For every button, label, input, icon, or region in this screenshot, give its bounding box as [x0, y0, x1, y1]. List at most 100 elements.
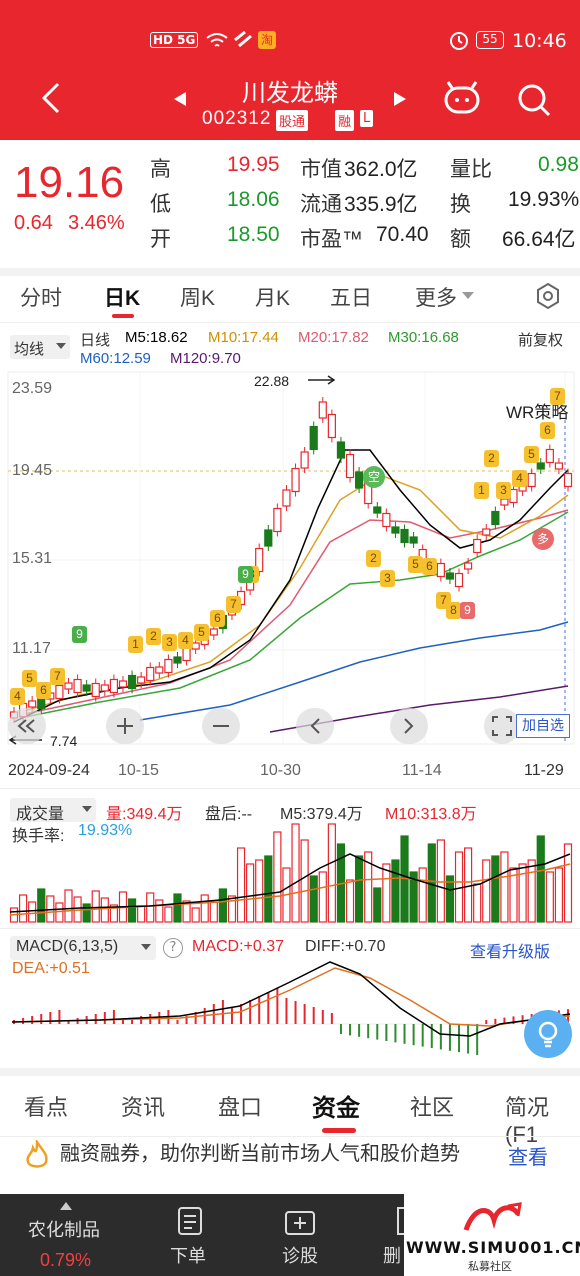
volume-bar [100, 897, 109, 923]
signal-count-chip: 4 [10, 688, 25, 705]
order-button[interactable]: 下单 [170, 1246, 206, 1266]
tips-button[interactable] [524, 1010, 572, 1058]
divider [0, 928, 580, 929]
signal-count-chip: 5 [408, 556, 423, 573]
volume-bar [482, 859, 491, 923]
tab-daily-k[interactable]: 日K [104, 287, 141, 310]
bot-assistant-icon[interactable] [442, 80, 482, 116]
diagnose-button[interactable]: 诊股 [282, 1246, 318, 1266]
tab-weekly-k[interactable]: 周K [180, 287, 216, 310]
mktcap-value: 362.0亿 [344, 158, 418, 181]
chevron-down-icon [56, 343, 66, 349]
candle [82, 680, 91, 696]
after-hours-value: 盘后:-- [205, 806, 253, 823]
signal-count-chip: 1 [128, 636, 143, 653]
pe-value: 70.40 [376, 223, 429, 246]
fullscreen-button[interactable] [484, 708, 520, 744]
volume-bar [182, 900, 191, 923]
tab-monthly-k[interactable]: 月K [255, 287, 291, 310]
tab-highlights[interactable]: 看点 [24, 1095, 69, 1120]
high-arrow-icon [308, 375, 336, 385]
search-icon[interactable] [516, 82, 554, 120]
volume-bar [155, 899, 164, 923]
candle [300, 447, 309, 473]
prev-stock-icon[interactable] [172, 90, 188, 108]
turnover-value: 19.93% [508, 188, 580, 211]
volume-bar [382, 863, 391, 923]
kline-chart[interactable]: 22.88 7.74 [0, 370, 580, 750]
signal-count-chip: 9 [238, 566, 253, 583]
add-watchlist-button[interactable]: 加自选 [516, 714, 570, 738]
zoom-out-all-button[interactable] [8, 708, 46, 744]
ma-selector-label: 均线 [14, 341, 45, 358]
volume-selector[interactable]: 成交量 [10, 798, 96, 823]
dea-value: DEA:+0.51 [12, 960, 90, 977]
candle [146, 662, 155, 686]
tab-community[interactable]: 社区 [410, 1095, 455, 1120]
low-label: 低 [150, 193, 171, 216]
volume-value: 量:349.4万 [106, 806, 183, 823]
open-label: 开 [150, 228, 171, 251]
volume-chart [9, 823, 573, 923]
volume-bar [28, 901, 37, 923]
wr-strategy-label[interactable]: WR策略 [506, 403, 569, 422]
plus-icon [117, 718, 133, 734]
tab-more[interactable]: 更多 [415, 287, 457, 310]
price-tick-3: 15.31 [12, 550, 53, 567]
chevron-up-icon[interactable] [58, 1200, 74, 1212]
macd-selector[interactable]: MACD(6,13,5) [10, 936, 156, 960]
ma-selector[interactable]: 均线 [10, 335, 70, 359]
stock-code: 002312 [202, 108, 272, 129]
volume-selector-label: 成交量 [16, 806, 65, 823]
ma30-value: M30:16.68 [388, 329, 459, 346]
volume-bar [473, 883, 482, 923]
zoom-out-button[interactable] [202, 708, 240, 744]
macd-upgrade-link[interactable]: 查看升级版 [470, 944, 551, 961]
candle [345, 449, 355, 483]
volume-bar [309, 875, 318, 923]
candle [554, 458, 564, 474]
watermark-subtitle: 私募社区 [468, 1260, 512, 1273]
settings-icon[interactable] [534, 282, 562, 310]
volume-bar [554, 867, 564, 923]
scroll-right-button[interactable] [390, 708, 428, 744]
tab-orderbook[interactable]: 盘口 [218, 1095, 263, 1120]
margin-badge: 融 [335, 110, 355, 131]
tab-capital[interactable]: 资金 [312, 1095, 360, 1122]
chevron-down-icon [82, 806, 92, 812]
tab-intraday[interactable]: 分时 [20, 287, 62, 310]
candle [118, 676, 128, 692]
ma5-value: M5:18.62 [125, 329, 188, 346]
scroll-left-button[interactable] [296, 708, 334, 744]
volume-bar [563, 843, 573, 923]
volume-bar [91, 890, 100, 923]
watermark: WWW.SIMU001.CN 私募社区 [404, 1194, 580, 1276]
tab-news[interactable]: 资讯 [121, 1095, 166, 1120]
tab-profile[interactable]: 简况(F1 [505, 1095, 550, 1147]
sector-name[interactable]: 农化制品 [28, 1220, 100, 1240]
zoom-in-button[interactable] [106, 708, 144, 744]
candle [463, 558, 473, 574]
date-tick-1: 2024-09-24 [8, 762, 90, 779]
tab-five-day[interactable]: 五日 [330, 287, 372, 310]
banner-link[interactable]: 查看 [508, 1147, 548, 1169]
volume-bar [527, 859, 536, 923]
back-icon[interactable] [36, 80, 66, 116]
candle [391, 522, 400, 538]
high-annotation: 22.88 [254, 373, 289, 389]
volume-bar [500, 851, 509, 923]
signal-count-chip: 6 [540, 422, 555, 439]
price-tick-1: 23.59 [12, 380, 53, 397]
candle [355, 467, 364, 493]
signal-count-chip: 5 [194, 624, 209, 641]
ma20-line [19, 509, 569, 716]
help-icon[interactable]: ? [163, 938, 183, 958]
next-stock-icon[interactable] [392, 90, 408, 108]
adjust-mode[interactable]: 前复权 [518, 332, 564, 349]
volume-bar [291, 823, 300, 923]
volume-bar [127, 898, 137, 923]
delete-button[interactable]: 删 [383, 1246, 401, 1266]
minus-icon [213, 725, 229, 727]
turnover-rate-value: 19.93% [78, 822, 133, 839]
wifi-icon [206, 30, 252, 48]
